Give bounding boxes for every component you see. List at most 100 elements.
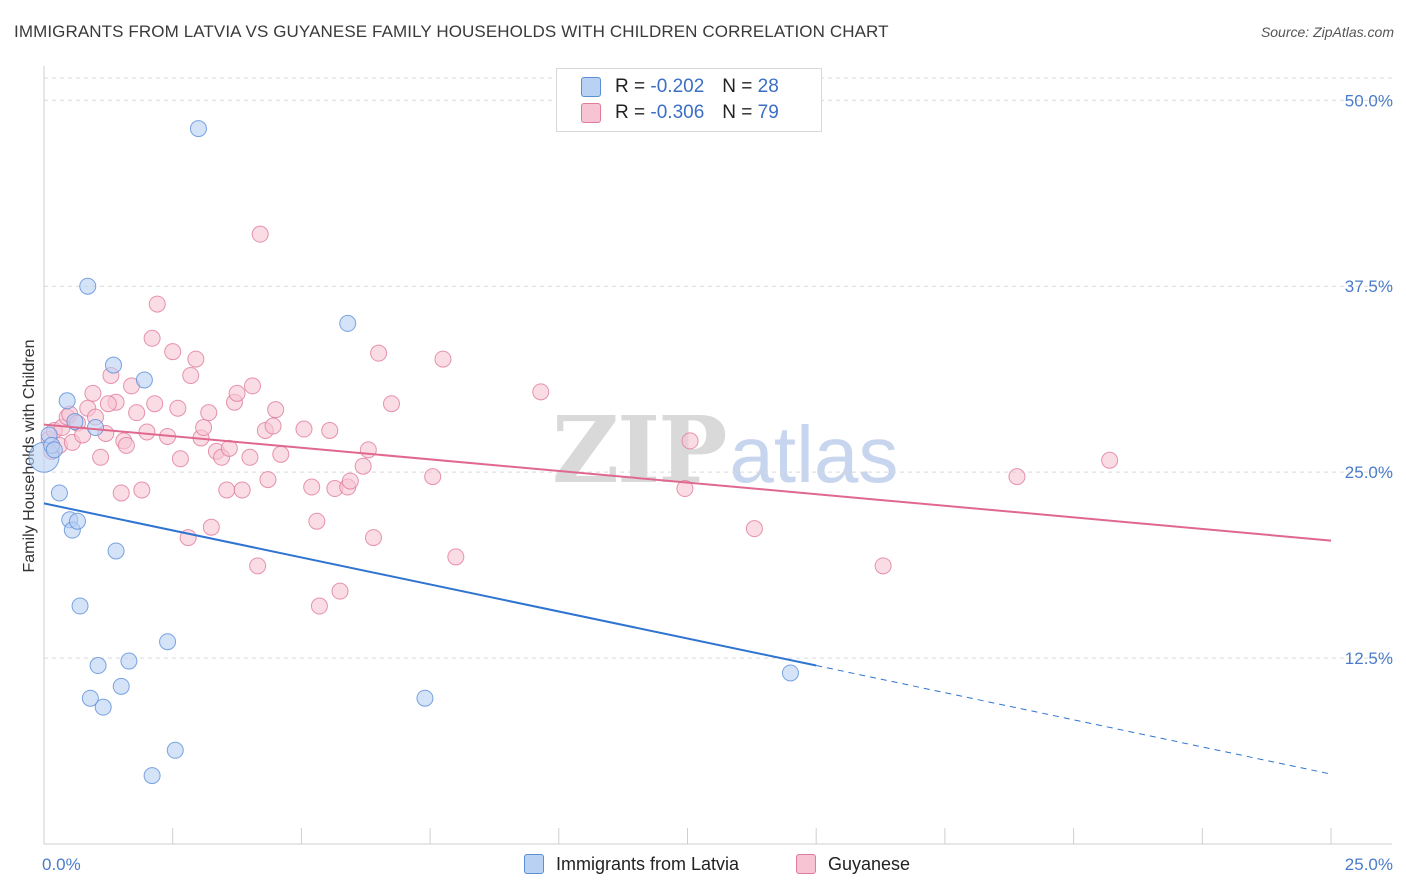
guyanese-point xyxy=(264,417,282,435)
guyanese-point xyxy=(272,445,290,463)
watermark: ZIPatlas xyxy=(552,396,898,504)
legend-row-guyanese: R = -0.306 N = 79 xyxy=(581,100,779,126)
latvia-trendline-extension xyxy=(816,665,1332,775)
guyanese-point xyxy=(434,350,452,368)
latvia-point xyxy=(71,597,89,615)
guyanese-point xyxy=(112,484,130,502)
y-tick-label: 12.5% xyxy=(1345,649,1393,668)
guyanese-point xyxy=(303,478,321,496)
guyanese-point xyxy=(745,520,763,538)
guyanese-point xyxy=(233,481,251,499)
latvia-point xyxy=(94,698,112,716)
guyanese-point xyxy=(308,512,326,530)
guyanese-point xyxy=(341,472,359,490)
latvia-point xyxy=(45,441,63,459)
legend-r-value-latvia: -0.202 xyxy=(650,76,705,97)
y-tick-label: 25.0% xyxy=(1345,463,1393,482)
guyanese-point xyxy=(164,343,182,361)
guyanese-point xyxy=(218,481,236,499)
latvia-point xyxy=(66,413,84,431)
legend-row-latvia: R = -0.202 N = 28 xyxy=(581,74,779,100)
guyanese-point xyxy=(146,395,164,413)
latvia-point xyxy=(58,392,76,410)
latvia-point xyxy=(143,767,161,785)
guyanese-point xyxy=(182,366,200,384)
guyanese-point xyxy=(370,344,388,362)
bottom-legend-guyanese: Guyanese xyxy=(796,852,910,876)
guyanese-point xyxy=(99,395,117,413)
guyanese-point xyxy=(84,384,102,402)
legend-r-label: R = xyxy=(615,76,646,97)
guyanese-point xyxy=(354,457,372,475)
guyanese-point xyxy=(295,420,313,438)
legend-n-label: N = xyxy=(722,76,753,97)
latvia-point xyxy=(189,120,207,138)
guyanese-point xyxy=(169,399,187,417)
guyanese-point xyxy=(321,422,339,440)
guyanese-point xyxy=(1101,451,1119,469)
bottom-legend-latvia: Immigrants from Latvia xyxy=(524,852,739,876)
latvia-point xyxy=(86,419,104,437)
guyanese-point xyxy=(200,404,218,422)
guyanese-point xyxy=(681,432,699,450)
guyanese-point xyxy=(447,548,465,566)
guyanese-point xyxy=(148,295,166,313)
legend-r-label: R = xyxy=(615,102,646,123)
guyanese-point xyxy=(92,448,110,466)
x-tick-label: 25.0% xyxy=(1345,855,1393,874)
latvia-point xyxy=(112,677,130,695)
legend-n-label: N = xyxy=(722,102,753,123)
latvia-point xyxy=(781,664,799,682)
guyanese-point xyxy=(382,395,400,413)
latvia-point xyxy=(416,689,434,707)
y-tick-label: 50.0% xyxy=(1345,91,1393,110)
guyanese-point xyxy=(259,471,277,489)
x-tick-label: 0.0% xyxy=(42,855,81,874)
latvia-point xyxy=(159,633,177,651)
guyanese-point xyxy=(1008,468,1026,486)
source-label: Source: ZipAtlas.com xyxy=(1260,24,1394,40)
latvia-point xyxy=(79,277,97,295)
guyanese-point xyxy=(874,557,892,575)
guyanese-point xyxy=(241,448,259,466)
latvia-point xyxy=(81,689,99,707)
guyanese-point xyxy=(364,529,382,547)
guyanese-point xyxy=(228,384,246,402)
latvia-point xyxy=(107,542,125,560)
guyanese-point xyxy=(187,350,205,368)
guyanese-point xyxy=(171,450,189,468)
bottom-legend-label-latvia: Immigrants from Latvia xyxy=(556,853,740,874)
latvia-point xyxy=(166,741,184,759)
guyanese-point xyxy=(195,419,213,437)
guyanese-point xyxy=(331,582,349,600)
guyanese-point xyxy=(359,441,377,459)
legend-n-value-guyanese: 79 xyxy=(757,102,779,123)
guyanese-point xyxy=(133,481,151,499)
legend-swatch-latvia xyxy=(581,77,601,97)
chart-title: IMMIGRANTS FROM LATVIA VS GUYANESE FAMIL… xyxy=(14,22,889,41)
guyanese-point xyxy=(117,436,135,454)
guyanese-point xyxy=(267,401,285,419)
watermark-zip: ZIP xyxy=(552,396,727,504)
latvia-trendline xyxy=(43,502,817,667)
bottom-legend-swatch-latvia xyxy=(524,854,544,874)
guyanese-point xyxy=(128,404,146,422)
latvia-point xyxy=(89,657,107,675)
stats-legend: R = -0.202 N = 28 R = -0.306 N = 79 xyxy=(556,68,822,132)
guyanese-point xyxy=(202,518,220,536)
guyanese-point xyxy=(424,468,442,486)
latvia-point xyxy=(104,356,122,374)
guyanese-point xyxy=(251,225,269,243)
legend-n-value-latvia: 28 xyxy=(757,76,779,97)
bottom-legend-swatch-guyanese xyxy=(796,854,816,874)
legend-swatch-guyanese xyxy=(581,103,601,123)
guyanese-point xyxy=(243,377,261,395)
latvia-point xyxy=(50,484,68,502)
guyanese-point xyxy=(138,423,156,441)
bottom-legend-label-guyanese: Guyanese xyxy=(828,853,911,874)
guyanese-trendline xyxy=(43,423,1332,542)
latvia-point xyxy=(135,371,153,389)
guyanese-point xyxy=(310,597,328,615)
latvia-point xyxy=(339,314,357,332)
